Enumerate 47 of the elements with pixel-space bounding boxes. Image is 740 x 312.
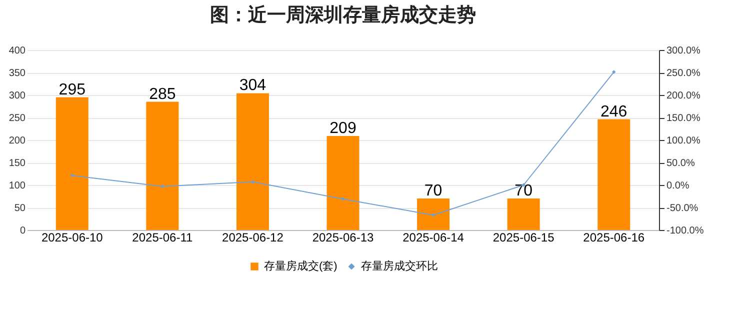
- y2-tick-label: -50.0%: [666, 203, 698, 214]
- y2-tick-label: 300.0%: [666, 46, 701, 56]
- point: [160, 184, 164, 188]
- y2-tick-label: 100.0%: [666, 136, 701, 146]
- bar: [56, 97, 88, 230]
- y2-tick-label: 250.0%: [666, 68, 701, 79]
- y2-tick-label: -100.0%: [666, 226, 704, 236]
- y-tick-label: 250: [8, 113, 26, 124]
- data-label: 285: [149, 86, 176, 103]
- x-tick-label: 2025-06-13: [312, 230, 374, 244]
- point: [70, 174, 74, 178]
- point: [250, 180, 255, 184]
- bar: [507, 198, 540, 230]
- data-label: 70: [514, 182, 533, 200]
- y2-tick-label: 150.0%: [666, 113, 701, 124]
- point: [612, 70, 616, 74]
- x-tick-label: 2025-06-16: [583, 230, 645, 244]
- x-tick-label: 2025-06-14: [402, 230, 464, 244]
- legend-label: 存量房成交(套): [264, 260, 338, 272]
- y-tick-label: 0: [20, 226, 26, 236]
- chart-title: 图：近一周深圳存量房成交走势: [210, 4, 476, 26]
- data-label: 70: [424, 182, 442, 200]
- data-label: 246: [600, 103, 628, 120]
- x-tick-label: 2025-06-15: [492, 230, 555, 244]
- y2-tick-label: 0.0%: [666, 180, 690, 192]
- y-tick-label: 50: [14, 203, 26, 214]
- bar: [326, 136, 360, 230]
- y-tick-label: 150: [8, 158, 26, 169]
- x-tick-label: 2025-06-12: [222, 230, 284, 244]
- data-label: 209: [330, 120, 356, 137]
- data-label: 295: [58, 81, 86, 98]
- bar: [146, 102, 179, 230]
- y2-tick-label: 200.0%: [666, 90, 701, 102]
- y-tick-label: 350: [8, 68, 26, 79]
- y-tick-label: 200: [8, 136, 26, 146]
- bar: [417, 198, 450, 230]
- legend-label: 存量房成交环比: [361, 260, 438, 272]
- x-tick-label: 2025-06-11: [132, 230, 193, 244]
- point: [431, 213, 436, 218]
- y-tick-label: 100: [8, 180, 26, 192]
- data-label: 304: [239, 77, 266, 94]
- bar: [598, 119, 630, 230]
- y2-tick-label: 50.0%: [666, 158, 695, 169]
- y-tick-label: 400: [8, 46, 26, 56]
- x-tick-label: 2025-06-10: [41, 230, 104, 244]
- y-tick-label: 300: [8, 90, 26, 102]
- bar: [236, 93, 269, 230]
